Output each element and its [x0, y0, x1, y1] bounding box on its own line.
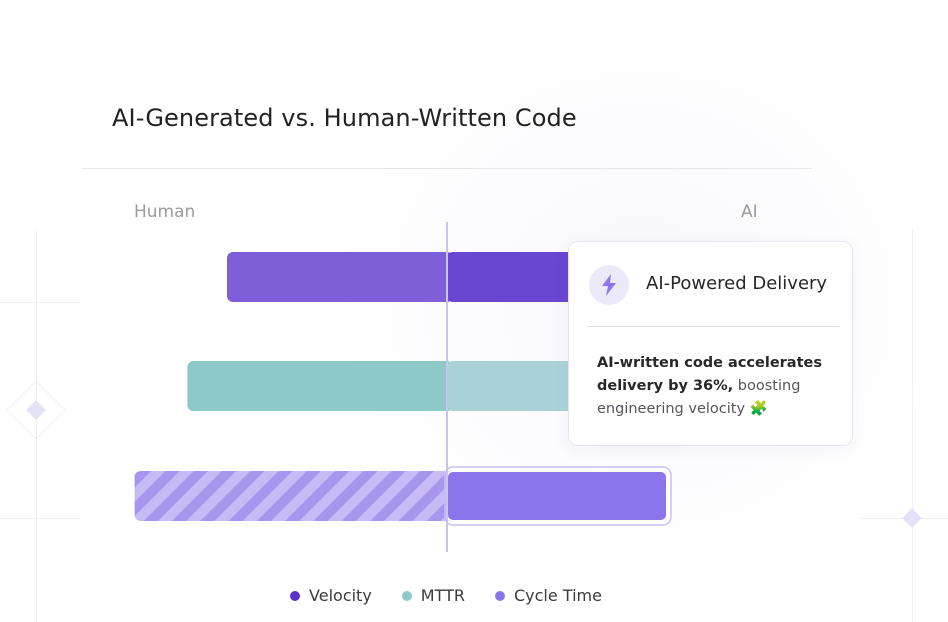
- bar-human-velocity: [227, 252, 453, 302]
- legend-item-mttr[interactable]: MTTR: [401, 586, 465, 605]
- bar-human-cycle-time: [134, 471, 453, 521]
- insight-title: AI-Powered Delivery: [646, 273, 828, 294]
- legend-swatch: [290, 590, 301, 601]
- legend-item-velocity[interactable]: Velocity: [290, 586, 372, 605]
- guide-line: [0, 518, 80, 519]
- puzzle-emoji: 🧩: [749, 401, 768, 417]
- human-axis-label: Human: [134, 202, 196, 222]
- insight-rest: boosting engineering velocity: [597, 378, 801, 417]
- insight-highlight: AI-written code accelerates delivery by …: [597, 355, 822, 394]
- guide-line: [0, 302, 80, 303]
- bar-highlight-cycle-time: [444, 466, 672, 526]
- legend-label: MTTR: [420, 586, 465, 605]
- legend-label: Cycle Time: [513, 586, 602, 605]
- legend-item-cycle-time[interactable]: Cycle Time: [494, 586, 602, 605]
- guide-line: [36, 230, 37, 622]
- ai-axis-label: AI: [741, 202, 758, 222]
- legend-swatch: [401, 590, 412, 601]
- legend-label: Velocity: [309, 586, 372, 605]
- legend-swatch: [494, 590, 505, 601]
- chart-legend: Velocity MTTR Cycle Time: [0, 586, 892, 605]
- title-divider: [82, 168, 812, 169]
- lightning-icon: [589, 265, 629, 305]
- insight-text: AI-written code accelerates delivery by …: [597, 352, 837, 421]
- guide-line: [912, 230, 913, 622]
- bar-human-mttr: [187, 361, 453, 411]
- bar-ai-cycle-time: [446, 470, 668, 522]
- page-title: AI-Generated vs. Human-Written Code: [112, 104, 577, 132]
- insight-card: AI-Powered Delivery AI-written code acce…: [568, 241, 853, 446]
- insight-divider: [587, 326, 839, 327]
